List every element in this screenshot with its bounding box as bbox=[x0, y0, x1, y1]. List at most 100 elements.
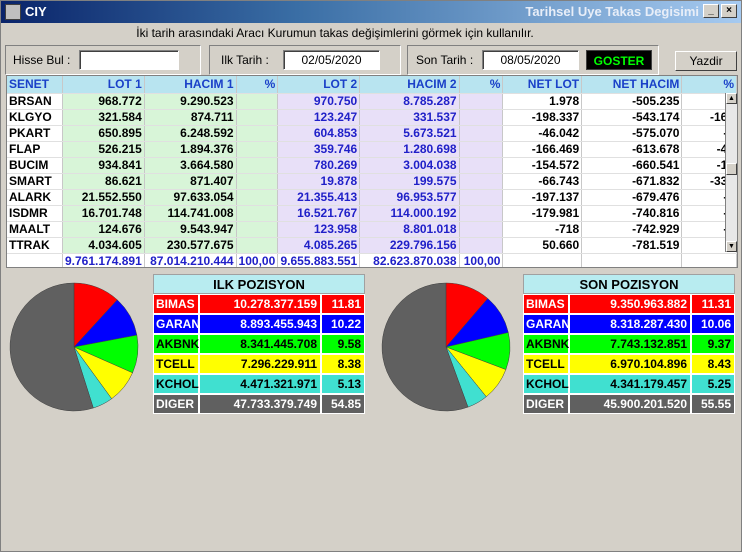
table-row[interactable]: BRSAN 968.772 9.290.523 970.750 8.785.287 1.9… bbox=[7, 93, 737, 110]
total-cell bbox=[7, 253, 63, 267]
grid-cell bbox=[459, 141, 504, 158]
grid-cell: -66.743 bbox=[502, 173, 583, 190]
grid-header-cell[interactable]: % bbox=[236, 76, 279, 94]
grid-header-cell[interactable]: HACIM 2 bbox=[359, 76, 460, 94]
position-row: KCHOL 4.341.179.457 5.25 bbox=[523, 374, 735, 394]
grid-cell bbox=[236, 157, 279, 174]
table-row[interactable]: BUCIM 934.841 3.664.580 780.269 3.004.038 -15… bbox=[7, 157, 737, 174]
minimize-button[interactable]: _ bbox=[703, 4, 719, 18]
grid-cell: 19.878 bbox=[277, 173, 361, 190]
table-row[interactable]: KLGYO 321.584 874.711 123.247 331.537 -198.33… bbox=[7, 109, 737, 126]
hisse-group bbox=[5, 45, 201, 75]
grid-cell: 229.796.156 bbox=[359, 237, 460, 254]
grid-cell bbox=[459, 109, 504, 126]
grid-cell: 21.355.413 bbox=[277, 189, 361, 206]
grid-header-cell[interactable]: HACIM 1 bbox=[144, 76, 237, 94]
grid-cell bbox=[236, 125, 279, 142]
table-row[interactable]: SMART 86.621 871.407 19.878 199.575 -66.743 -6… bbox=[7, 173, 737, 190]
position-pct: 9.37 bbox=[691, 334, 735, 354]
table-row[interactable]: PKART 650.895 6.248.592 604.853 5.673.521 -46… bbox=[7, 125, 737, 142]
grid-cell: 123.958 bbox=[277, 221, 361, 238]
grid-cell: 871.407 bbox=[144, 173, 237, 190]
table-row[interactable]: ALARK 21.552.550 97.633.054 21.355.413 96.95… bbox=[7, 189, 737, 206]
hisse-search-input[interactable] bbox=[79, 50, 179, 70]
grid-cell: -166.469 bbox=[502, 141, 583, 158]
grid-cell: 114.741.008 bbox=[144, 205, 237, 222]
title-bar[interactable]: CIY Tarihsel Uye Takas Degisimi _ × bbox=[1, 1, 741, 23]
grid-header-cell[interactable]: NET HACIM bbox=[581, 76, 683, 94]
window-subtitle: Tarihsel Uye Takas Degisimi bbox=[525, 4, 699, 19]
grid-cell bbox=[459, 221, 504, 238]
scroll-up-icon[interactable]: ▲ bbox=[726, 93, 737, 104]
grid-cell: -740.816 bbox=[581, 205, 683, 222]
grid-cell bbox=[459, 237, 504, 254]
position-code: DIGER bbox=[153, 394, 199, 414]
goster-button[interactable]: GOSTER bbox=[586, 50, 652, 70]
grid-header-cell[interactable]: % bbox=[459, 76, 504, 94]
grid-cell bbox=[236, 189, 279, 206]
scroll-thumb[interactable] bbox=[726, 163, 737, 175]
grid-cell: 1 bbox=[681, 237, 737, 254]
close-button[interactable]: × bbox=[721, 4, 737, 18]
position-value: 4.341.179.457 bbox=[569, 374, 691, 394]
grid-cell: 4.085.265 bbox=[277, 237, 361, 254]
grid-header-cell[interactable]: LOT 2 bbox=[277, 76, 361, 94]
position-row: GARAN 8.893.455.943 10.22 bbox=[153, 314, 365, 334]
table-row[interactable]: ISDMR 16.701.748 114.741.008 16.521.767 114.… bbox=[7, 205, 737, 222]
grid-cell bbox=[459, 173, 504, 190]
grid-header-cell[interactable]: LOT 1 bbox=[62, 76, 145, 94]
grid-cell: 124.676 bbox=[62, 221, 145, 238]
position-value: 9.350.963.882 bbox=[569, 294, 691, 314]
grid-cell: 1.894.376 bbox=[144, 141, 237, 158]
grid-cell bbox=[236, 205, 279, 222]
grid-cell: -46.042 bbox=[502, 125, 583, 142]
position-row: DIGER 45.900.201.520 55.55 bbox=[523, 394, 735, 414]
son-tarih-input[interactable]: 08/05/2020 bbox=[482, 50, 579, 70]
grid-cell: 6.248.592 bbox=[144, 125, 237, 142]
scroll-down-icon[interactable]: ▼ bbox=[726, 241, 737, 252]
grid-cell: -742.929 bbox=[581, 221, 683, 238]
grid-table: SENET LOT 1 HACIM 1% LOT 2 HACIM 2% NET LOT NE… bbox=[7, 76, 737, 267]
grid-cell: 321.584 bbox=[62, 109, 145, 126]
grid-cell: -718 bbox=[502, 221, 583, 238]
grid-cell bbox=[236, 173, 279, 190]
grid-cell bbox=[459, 189, 504, 206]
position-pct: 55.55 bbox=[691, 394, 735, 414]
total-cell bbox=[502, 253, 583, 267]
grid-cell: -575.070 bbox=[581, 125, 683, 142]
grid-cell: 230.577.675 bbox=[144, 237, 237, 254]
grid-cell: 199.575 bbox=[359, 173, 460, 190]
grid-cell: 16.521.767 bbox=[277, 205, 361, 222]
position-row: AKBNK 8.341.445.708 9.58 bbox=[153, 334, 365, 354]
total-cell: 9.655.883.551 bbox=[277, 253, 361, 267]
grid-header-cell[interactable]: NET LOT bbox=[502, 76, 583, 94]
takas-grid: SENET LOT 1 HACIM 1% LOT 2 HACIM 2% NET LOT NE… bbox=[6, 75, 738, 268]
position-code: BIMAS bbox=[153, 294, 199, 314]
position-pct: 8.38 bbox=[321, 354, 365, 374]
table-row[interactable]: MAALT 124.676 9.543.947 123.958 8.801.018 -71… bbox=[7, 221, 737, 238]
position-pct: 8.43 bbox=[691, 354, 735, 374]
grid-cell: ISDMR bbox=[7, 205, 63, 222]
grid-cell: 968.772 bbox=[62, 93, 145, 110]
grid-cell bbox=[459, 125, 504, 142]
position-row: GARAN 8.318.287.430 10.06 bbox=[523, 314, 735, 334]
grid-vertical-scrollbar[interactable]: ▲ ▼ bbox=[725, 93, 737, 252]
grid-cell: -335 bbox=[681, 173, 737, 190]
table-row[interactable]: TTRAK 4.034.605 230.577.675 4.085.265 229.79… bbox=[7, 237, 737, 254]
yazdir-button[interactable]: Yazdir bbox=[675, 51, 737, 71]
grid-cell: 0 bbox=[681, 93, 737, 110]
position-value: 7.743.132.851 bbox=[569, 334, 691, 354]
grid-header-cell[interactable]: % bbox=[681, 76, 737, 94]
hisse-label: Hisse Bul : bbox=[13, 53, 71, 67]
position-row: TCELL 7.296.229.911 8.38 bbox=[153, 354, 365, 374]
ilk-tarih-input[interactable]: 02/05/2020 bbox=[283, 50, 380, 70]
position-value: 47.733.379.749 bbox=[199, 394, 321, 414]
position-value: 6.970.104.896 bbox=[569, 354, 691, 374]
position-pct: 11.81 bbox=[321, 294, 365, 314]
grid-header-cell[interactable]: SENET bbox=[7, 76, 63, 94]
total-cell bbox=[681, 253, 737, 267]
son-tarih-label: Son Tarih : bbox=[416, 53, 474, 67]
grid-cell: 359.746 bbox=[277, 141, 361, 158]
table-row[interactable]: FLAP 526.215 1.894.376 359.746 1.280.698 -166… bbox=[7, 141, 737, 158]
